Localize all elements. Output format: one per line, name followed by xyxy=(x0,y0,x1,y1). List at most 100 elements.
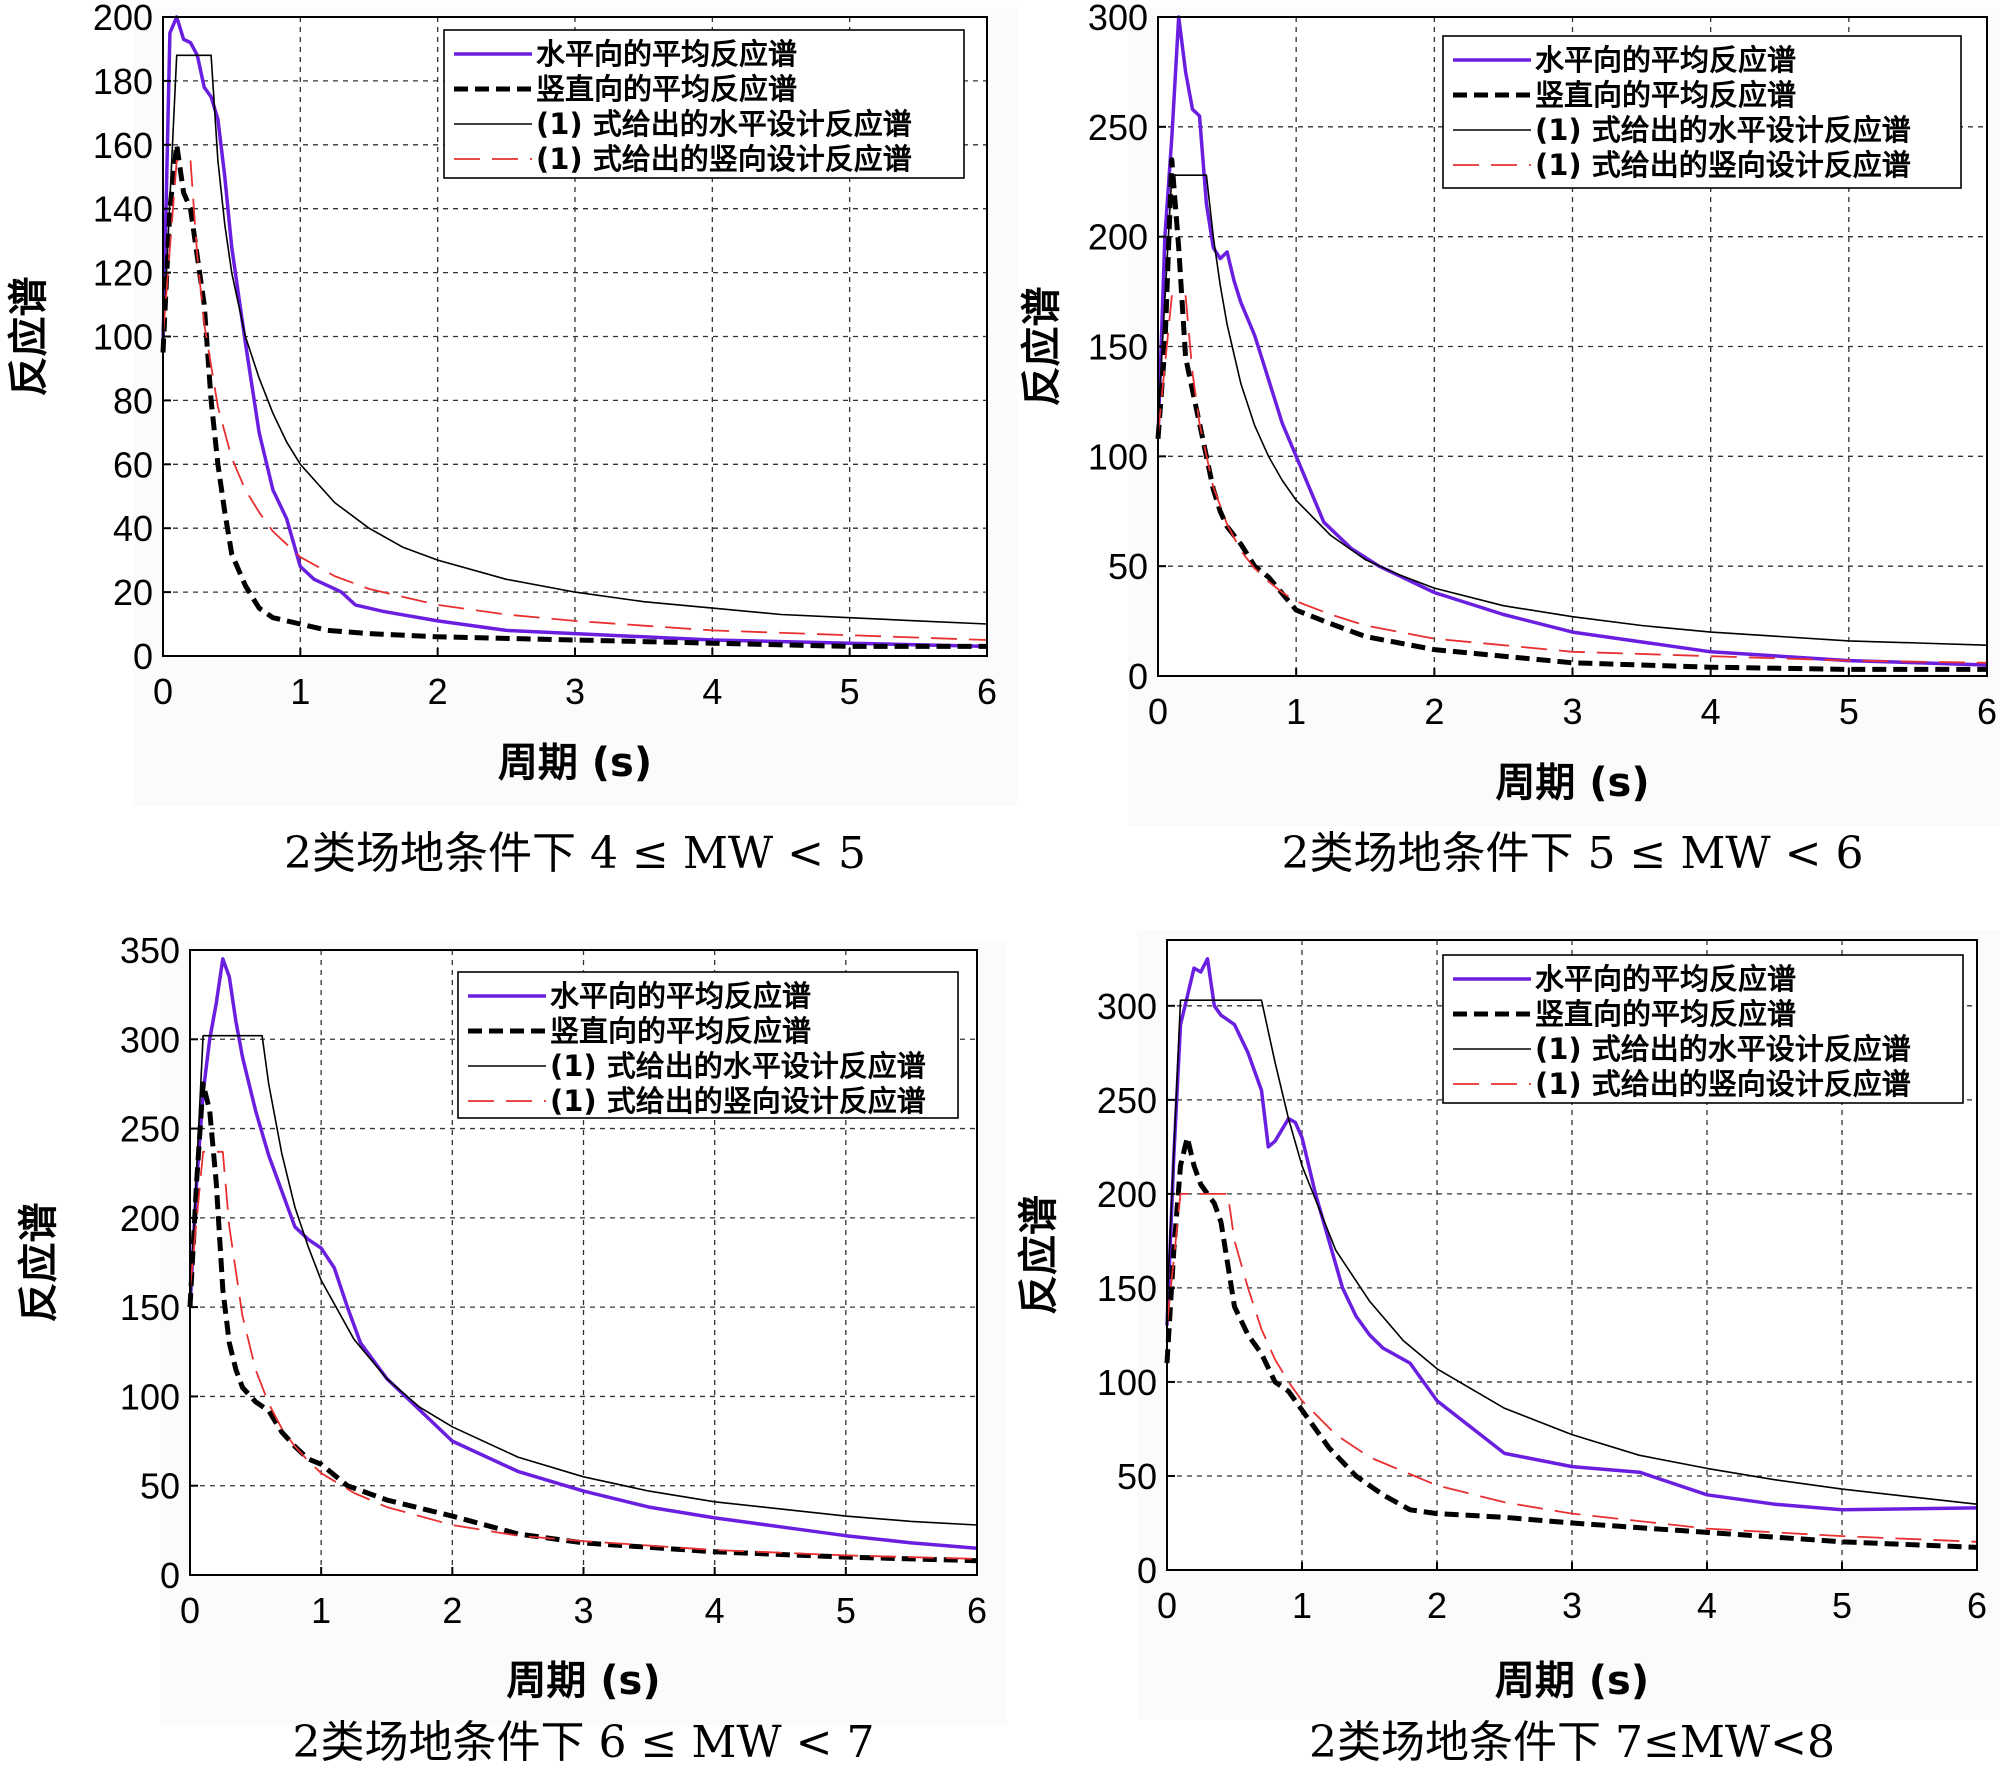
legend-label-1: 水平向的平均反应谱 xyxy=(550,979,811,1013)
y-tick-label: 100 xyxy=(93,317,153,358)
x-tick-label: 4 xyxy=(1701,691,1721,732)
x-tick-label: 5 xyxy=(836,1590,856,1631)
x-tick-label: 6 xyxy=(967,1590,987,1631)
x-axis-label: 周期 (s) xyxy=(1495,760,1649,806)
y-tick-label: 200 xyxy=(120,1198,180,1239)
series-line-1 xyxy=(161,15,988,649)
x-tick-label: 3 xyxy=(565,671,585,712)
y-tick-label: 150 xyxy=(1088,327,1148,368)
legend-label-3: (1) 式给出的水平设计反应谱 xyxy=(1535,113,1911,147)
x-tick-label: 0 xyxy=(1148,691,1168,732)
x-tick-label: 2 xyxy=(442,1590,462,1631)
legend-label-1: 水平向的平均反应谱 xyxy=(1535,43,1796,77)
x-tick-label: 3 xyxy=(1562,1585,1582,1626)
x-tick-label: 3 xyxy=(573,1590,593,1631)
x-tick-label: 5 xyxy=(840,671,860,712)
y-axis-label: 反应谱 xyxy=(6,277,52,397)
y-tick-label: 0 xyxy=(1137,1550,1157,1591)
y-axis-label: 反应谱 xyxy=(16,1203,62,1323)
series-line-4 xyxy=(189,1150,978,1560)
x-tick-label: 6 xyxy=(1977,691,1997,732)
y-tick-label: 50 xyxy=(1108,546,1148,587)
series-line-2 xyxy=(160,142,987,649)
x-tick-label: 0 xyxy=(1157,1585,1177,1626)
y-tick-label: 180 xyxy=(93,61,153,102)
chart-panel-2: 0 1 2 3 4 5 6 0 50 100 150 200 250 300 周期 (s) 反应谱 水平向的平均… xyxy=(1019,0,2000,879)
series-line-1 xyxy=(1156,15,1988,667)
legend-label-2: 竖直向的平均反应谱 xyxy=(536,72,797,106)
series-line-4 xyxy=(1166,1193,1978,1543)
y-tick-label: 120 xyxy=(93,253,153,294)
chart-caption: 2类场地条件下 7≤MW<8 xyxy=(1309,1717,1835,1768)
y-tick-label: 50 xyxy=(140,1466,180,1507)
series-line-4 xyxy=(162,159,988,641)
y-tick-label: 140 xyxy=(93,189,153,230)
x-tick-label: 1 xyxy=(311,1590,331,1631)
y-tick-label: 100 xyxy=(1097,1362,1157,1403)
y-tick-label: 350 xyxy=(120,930,180,971)
legend-label-4: (1) 式给出的竖向设计反应谱 xyxy=(550,1084,926,1118)
chart-caption: 2类场地条件下 4 ≤ MW < 5 xyxy=(284,828,866,879)
x-axis-label: 周期 (s) xyxy=(506,1658,660,1704)
x-tick-label: 1 xyxy=(290,671,310,712)
y-tick-label: 300 xyxy=(120,1019,180,1060)
x-tick-label: 4 xyxy=(1697,1585,1717,1626)
y-tick-label: 40 xyxy=(113,508,153,549)
x-tick-label: 1 xyxy=(1292,1585,1312,1626)
x-tick-label: 0 xyxy=(180,1590,200,1631)
x-tick-label: 6 xyxy=(977,671,997,712)
y-tick-label: 20 xyxy=(113,572,153,613)
y-tick-label: 100 xyxy=(1088,436,1148,477)
x-tick-label: 1 xyxy=(1286,691,1306,732)
legend-label-1: 水平向的平均反应谱 xyxy=(536,37,797,71)
series-line-4 xyxy=(1157,295,1988,664)
x-tick-label: 5 xyxy=(1832,1585,1852,1626)
y-tick-label: 250 xyxy=(1097,1080,1157,1121)
x-tick-label: 4 xyxy=(702,671,722,712)
series-line-2 xyxy=(1155,157,1987,672)
legend-label-4: (1) 式给出的竖向设计反应谱 xyxy=(1535,1067,1911,1101)
y-tick-label: 300 xyxy=(1097,986,1157,1027)
y-tick-label: 200 xyxy=(93,0,153,38)
y-axis-label: 反应谱 xyxy=(1016,1195,1062,1315)
y-tick-label: 200 xyxy=(1088,217,1148,258)
x-tick-label: 3 xyxy=(1562,691,1582,732)
chart-caption: 2类场地条件下 6 ≤ MW < 7 xyxy=(293,1717,875,1768)
x-tick-label: 0 xyxy=(153,671,173,712)
legend-label-4: (1) 式给出的竖向设计反应谱 xyxy=(1535,148,1911,182)
y-tick-label: 0 xyxy=(133,636,153,677)
legend-label-4: (1) 式给出的竖向设计反应谱 xyxy=(536,142,912,176)
x-tick-label: 6 xyxy=(1967,1585,1987,1626)
x-tick-label: 2 xyxy=(1427,1585,1447,1626)
y-tick-label: 200 xyxy=(1097,1174,1157,1215)
y-tick-label: 250 xyxy=(120,1109,180,1150)
legend-label-1: 水平向的平均反应谱 xyxy=(1535,962,1796,996)
legend-label-2: 竖直向的平均反应谱 xyxy=(1535,997,1796,1031)
y-tick-label: 0 xyxy=(160,1555,180,1596)
y-axis-label: 反应谱 xyxy=(1019,287,1065,407)
y-tick-label: 100 xyxy=(120,1376,180,1417)
chart-caption: 2类场地条件下 5 ≤ MW < 6 xyxy=(1282,828,1864,879)
series-line-2 xyxy=(1164,1135,1978,1550)
y-tick-label: 160 xyxy=(93,125,153,166)
y-tick-label: 250 xyxy=(1088,107,1148,148)
y-tick-label: 150 xyxy=(120,1287,180,1328)
series-line-1 xyxy=(1165,957,1978,1512)
series-line-3 xyxy=(1166,999,1978,1505)
legend-label-2: 竖直向的平均反应谱 xyxy=(550,1014,811,1048)
y-tick-label: 150 xyxy=(1097,1268,1157,1309)
y-tick-label: 50 xyxy=(1117,1456,1157,1497)
chart-panel-4: 0 1 2 3 4 5 6 0 50 100 150 200 250 300 周期 (s) 反应谱 水平向的平均… xyxy=(1016,930,2000,1768)
y-tick-label: 80 xyxy=(113,380,153,421)
chart-panel-3: 0 1 2 3 4 5 6 0 50 100 150 200 250 300 350 周期 (s) 反应谱 水平向… xyxy=(16,930,1007,1768)
series-line-1 xyxy=(188,957,978,1550)
x-axis-label: 周期 (s) xyxy=(1495,1658,1649,1704)
x-tick-label: 5 xyxy=(1839,691,1859,732)
series-line-3 xyxy=(189,1034,978,1526)
y-tick-label: 60 xyxy=(113,444,153,485)
series-line-2 xyxy=(187,1081,978,1564)
legend-label-3: (1) 式给出的水平设计反应谱 xyxy=(1535,1032,1911,1066)
y-tick-label: 300 xyxy=(1088,0,1148,38)
